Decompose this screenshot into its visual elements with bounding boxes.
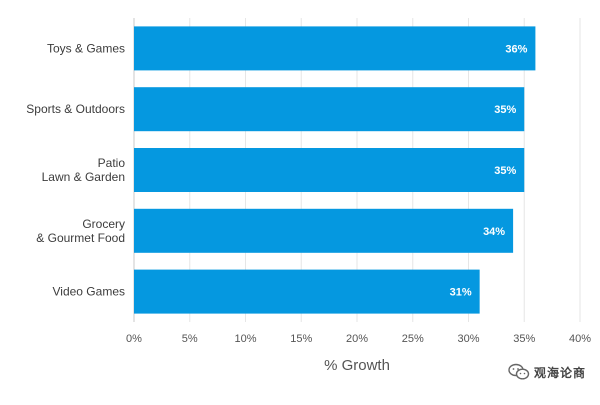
x-tick-label: 25%	[402, 333, 424, 345]
x-tick-label: 15%	[290, 333, 312, 345]
bar	[134, 269, 480, 314]
x-tick-label: 35%	[513, 333, 535, 345]
wechat-icon	[508, 363, 530, 380]
data-label: 31%	[450, 287, 472, 299]
category-label: Video Games	[53, 285, 126, 299]
category-label: Sports & Outdoors	[26, 102, 125, 116]
labels: 0% 5% 10% 15% 20% 25% 30% 35% 40% 36% Toys & Games…	[26, 41, 591, 345]
data-label: 35%	[494, 165, 516, 177]
category-label: Toys & Games	[47, 41, 125, 55]
bar	[134, 87, 525, 132]
x-tick-label: 20%	[346, 333, 368, 345]
category-label: Grocery	[82, 217, 125, 231]
category-label: & Gourmet Food	[36, 231, 125, 245]
x-axis-title: % Growth	[324, 357, 390, 374]
x-tick-label: 10%	[234, 333, 256, 345]
watermark-text: 观海论商	[533, 365, 586, 380]
category-label: Lawn & Garden	[42, 170, 125, 184]
bar	[134, 148, 525, 192]
x-tick-label: 0%	[126, 333, 142, 345]
data-label: 34%	[483, 226, 505, 238]
watermark: 观海论商	[508, 363, 586, 381]
category-label: Patio	[98, 156, 126, 170]
x-tick-label: 30%	[457, 333, 479, 345]
bar	[134, 208, 514, 253]
x-tick-label: 5%	[182, 333, 198, 345]
bar	[134, 26, 536, 71]
x-tick-label: 40%	[569, 333, 591, 345]
bars	[134, 26, 536, 314]
data-label: 35%	[494, 104, 516, 116]
data-label: 36%	[505, 43, 527, 55]
